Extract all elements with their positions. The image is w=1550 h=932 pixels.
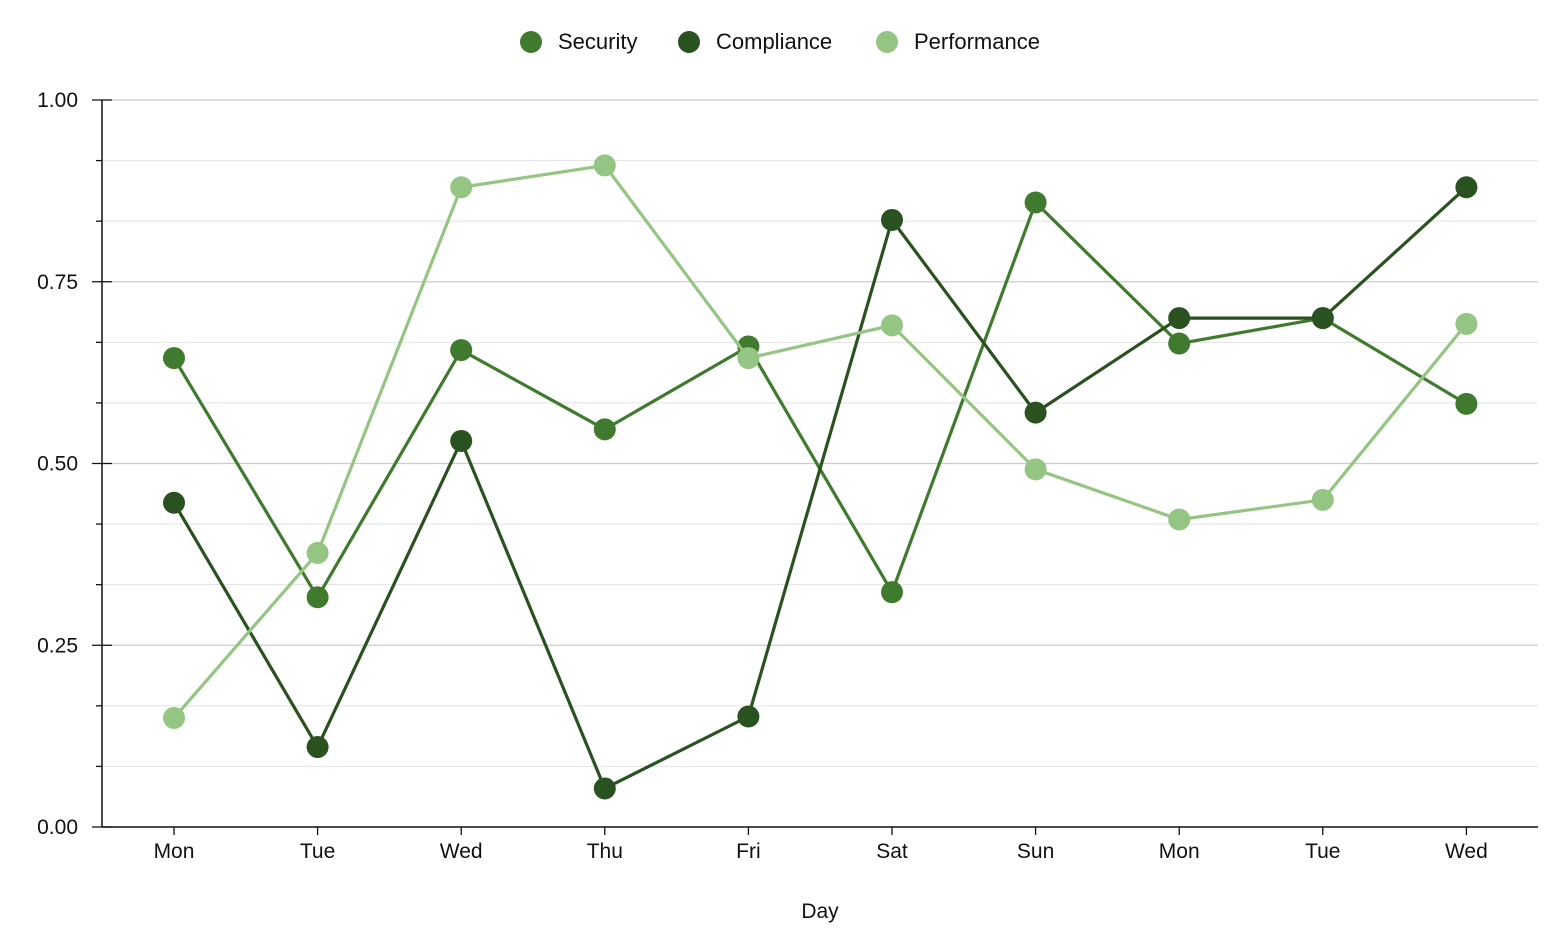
performance-point bbox=[1024, 458, 1047, 481]
security-point bbox=[450, 339, 473, 362]
performance-point bbox=[450, 176, 473, 199]
x-tick-label: Thu bbox=[587, 840, 623, 863]
performance-point bbox=[163, 706, 185, 729]
grid-lines bbox=[102, 99, 1538, 767]
compliance-line bbox=[172, 186, 1468, 791]
performance-point bbox=[593, 154, 616, 177]
compliance-point bbox=[1311, 307, 1334, 330]
legend: Security Compliance Performance bbox=[520, 29, 1040, 54]
security-point bbox=[1024, 191, 1047, 214]
x-tick-label: Tue bbox=[300, 840, 335, 863]
security-point bbox=[306, 586, 329, 609]
compliance-point bbox=[593, 777, 616, 800]
security-point bbox=[593, 418, 616, 441]
series-group bbox=[163, 154, 1478, 800]
x-tick-label: Wed bbox=[1445, 840, 1488, 863]
performance-point bbox=[1455, 312, 1478, 335]
legend-label: Compliance bbox=[716, 29, 832, 54]
compliance-point bbox=[1168, 307, 1191, 330]
security-point bbox=[163, 347, 185, 370]
series-compliance bbox=[163, 176, 1478, 800]
y-tick-label: 0.50 bbox=[37, 453, 78, 476]
x-tick-label: Mon bbox=[154, 840, 195, 863]
x-tick-label: Tue bbox=[1305, 840, 1340, 863]
performance-point bbox=[1168, 508, 1191, 531]
performance-point bbox=[737, 347, 760, 370]
performance-point bbox=[881, 314, 903, 337]
y-tick-label: 0.75 bbox=[37, 271, 78, 294]
x-tick-label: Sat bbox=[876, 840, 908, 863]
y-axis-ticks: 0.00 0.25 0.50 0.75 1.00 bbox=[37, 89, 112, 839]
x-tick-label: Mon bbox=[1159, 840, 1200, 863]
legend-item-compliance: Compliance bbox=[678, 29, 832, 54]
performance-line bbox=[172, 163, 1468, 720]
x-tick-label: Fri bbox=[736, 840, 761, 863]
compliance-point bbox=[163, 491, 185, 514]
legend-label: Security bbox=[558, 29, 637, 54]
series-security bbox=[163, 191, 1478, 609]
compliance-point bbox=[306, 736, 329, 759]
legend-item-performance: Performance bbox=[876, 29, 1040, 54]
compliance-point bbox=[737, 705, 760, 728]
y-tick-label: 0.25 bbox=[37, 634, 78, 657]
performance-point bbox=[306, 541, 329, 564]
performance-point bbox=[1311, 488, 1334, 511]
y-tick-label: 1.00 bbox=[37, 89, 78, 112]
security-point bbox=[1168, 332, 1191, 355]
series-performance bbox=[163, 154, 1478, 729]
legend-marker bbox=[876, 31, 898, 53]
compliance-point bbox=[1024, 401, 1047, 424]
legend-marker bbox=[520, 31, 542, 53]
security-point bbox=[1455, 392, 1478, 415]
compliance-point bbox=[450, 429, 473, 452]
legend-marker bbox=[678, 31, 700, 53]
legend-label: Performance bbox=[914, 29, 1040, 54]
security-line bbox=[172, 200, 1468, 599]
security-point bbox=[881, 581, 903, 604]
x-tick-label: Wed bbox=[440, 840, 483, 863]
compliance-point bbox=[881, 208, 903, 231]
compliance-point bbox=[1455, 176, 1478, 199]
y-tick-label: 0.00 bbox=[37, 816, 78, 839]
x-axis-ticks: Mon Tue Wed Thu Fri Sat Sun Mon Tue Wed bbox=[154, 827, 1488, 863]
x-tick-label: Sun bbox=[1017, 840, 1054, 863]
x-axis-title: Day bbox=[801, 900, 839, 923]
legend-item-security: Security bbox=[520, 29, 637, 54]
